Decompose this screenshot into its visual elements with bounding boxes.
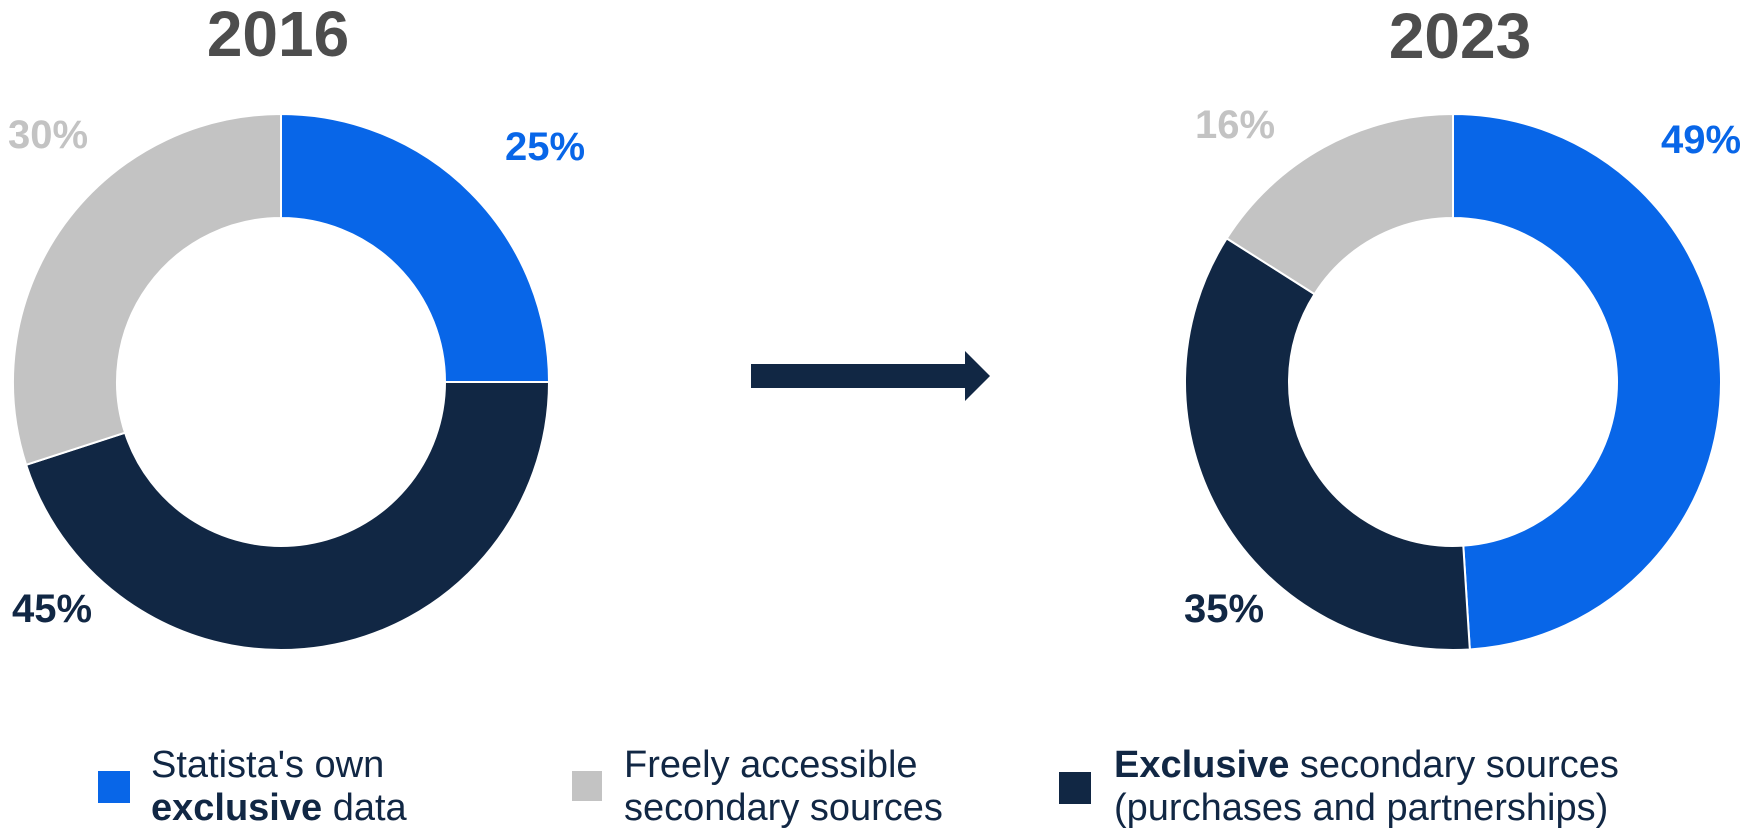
svg-text:exclusive data: exclusive data xyxy=(151,787,408,829)
legend-label-free-line1: Freely accessible xyxy=(624,744,918,786)
svg-text:Freely accessible: Freely accessible xyxy=(624,744,918,786)
chart-title-2023: 2023 xyxy=(1389,0,1531,72)
legend-swatch-free xyxy=(572,771,602,801)
data-label-2023-49pct: 49% xyxy=(1661,118,1741,162)
donut-slice-2023-16pct xyxy=(1225,112,1454,296)
legend-label-own-line2: data xyxy=(322,787,407,829)
data-label-2016-30pct: 30% xyxy=(8,113,88,157)
data-label-2016-25pct: 25% xyxy=(505,125,585,169)
svg-text:Exclusive secondary sources: Exclusive secondary sources xyxy=(1114,744,1619,786)
donut-slice-2016-45pct xyxy=(24,381,551,651)
data-label-2016-45pct: 45% xyxy=(12,587,92,631)
donut-chart-2023: 2023 49% 35% 16% xyxy=(1184,0,1741,651)
donut-slice-2016-30pct xyxy=(12,112,282,467)
legend-swatch-own xyxy=(98,771,130,803)
legend-label-free-line2: secondary sources xyxy=(624,787,943,829)
svg-text:secondary sources: secondary sources xyxy=(624,787,943,829)
legend: Statista's own exclusive data Freely acc… xyxy=(98,744,1619,829)
legend-item-own: Statista's own exclusive data xyxy=(98,744,408,829)
legend-label-own-line1: Statista's own xyxy=(151,744,384,786)
legend-label-exclusive-line2: (purchases and partnerships) xyxy=(1114,787,1608,829)
right-arrow-icon xyxy=(751,351,990,401)
legend-label-exclusive-bold: Exclusive xyxy=(1114,744,1289,786)
donut-chart-2016: 2016 25% 45% 30% xyxy=(8,0,585,651)
donut-slice-2016-25pct xyxy=(280,112,551,383)
svg-text:(purchases and partnerships): (purchases and partnerships) xyxy=(1114,787,1608,829)
donut-slice-2023-49pct xyxy=(1452,112,1722,651)
donut-slice-2023-35pct xyxy=(1184,237,1471,651)
chart-title-2016: 2016 xyxy=(207,0,349,70)
legend-label-own-bold: exclusive xyxy=(151,787,322,829)
legend-item-free: Freely accessible secondary sources xyxy=(572,744,943,829)
legend-swatch-exclusive xyxy=(1059,772,1091,804)
legend-label-exclusive-line1: secondary sources xyxy=(1289,744,1619,786)
data-label-2023-35pct: 35% xyxy=(1184,587,1264,631)
data-label-2023-16pct: 16% xyxy=(1195,103,1275,147)
legend-item-exclusive: Exclusive secondary sources (purchases a… xyxy=(1059,744,1619,829)
svg-text:Statista's own: Statista's own xyxy=(151,744,384,786)
